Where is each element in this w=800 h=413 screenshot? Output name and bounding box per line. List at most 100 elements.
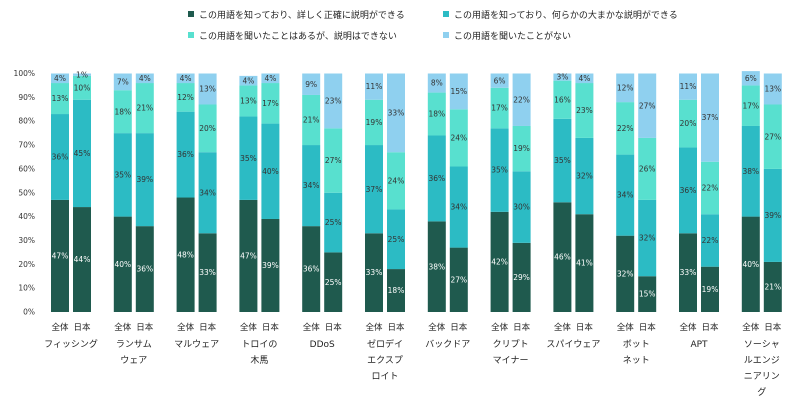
bar-segment (365, 145, 383, 234)
bar-segment (302, 226, 321, 312)
data-label: 33% (366, 268, 383, 277)
category-label: ネット (623, 355, 650, 366)
data-label: 7% (117, 77, 129, 86)
data-label: 16% (554, 95, 571, 104)
bar-segment (135, 73, 154, 84)
bar-segment (616, 154, 635, 236)
bar-segment (198, 104, 217, 153)
legend-label: この用語を知っており、何らかの大まかな説明ができる (454, 9, 678, 21)
bar-segment (701, 161, 719, 215)
bar-segment (701, 214, 719, 267)
data-label: 8% (431, 79, 443, 88)
data-label: 13% (199, 85, 216, 94)
bar-sub-label: 日本 (387, 322, 405, 333)
bar-segment (679, 233, 697, 312)
data-label: 6% (745, 74, 757, 83)
category-label: フィッシング (44, 338, 98, 350)
bar-segment (741, 71, 760, 86)
bar-segment (490, 73, 509, 88)
bar-sub-label: 全体 (303, 322, 321, 333)
bar-sub-label: 全体 (742, 322, 760, 333)
bar-segment (427, 92, 446, 136)
data-label: 22% (702, 236, 719, 245)
data-label: 19% (513, 144, 530, 153)
legend-swatch (188, 32, 194, 38)
data-label: 24% (388, 176, 405, 185)
data-label: 27% (450, 275, 467, 284)
data-label: 32% (639, 234, 656, 243)
bar-sub-label: 全体 (365, 322, 383, 333)
data-label: 35% (240, 154, 257, 163)
bar-segment (198, 73, 217, 105)
bar-sub-label: 日本 (639, 322, 657, 333)
data-label: 15% (639, 290, 656, 299)
data-label: 27% (639, 101, 656, 110)
bar-segment (302, 73, 321, 95)
y-tick-label: 70% (18, 141, 35, 150)
bar-segment (575, 214, 594, 312)
data-label: 24% (450, 133, 467, 142)
data-label: 44% (74, 255, 91, 264)
data-label: 18% (114, 107, 131, 116)
data-label: 39% (136, 175, 153, 184)
bar-sub-label: 日本 (262, 322, 280, 333)
bar-segment (73, 207, 91, 312)
bar-segment (51, 199, 69, 312)
bar-segment (763, 261, 782, 312)
bar-segment (365, 233, 383, 312)
bar-segment (679, 99, 697, 148)
bar-segment (449, 109, 468, 167)
bar-segment (490, 128, 509, 212)
bar-segment (176, 83, 195, 112)
data-label: 32% (617, 269, 634, 278)
category-label: エクスプ (367, 355, 403, 366)
data-label: 34% (199, 188, 216, 197)
data-label: 9% (305, 80, 317, 89)
bar-segment (679, 73, 697, 100)
bar-segment (387, 152, 405, 210)
data-label: 29% (513, 273, 530, 282)
data-label: 12% (177, 93, 194, 102)
data-label: 48% (177, 250, 194, 259)
bar-segment (324, 128, 343, 193)
y-tick-label: 0% (23, 308, 35, 317)
data-label: 36% (680, 186, 697, 195)
bar-segment (387, 269, 405, 312)
data-label: 13% (52, 94, 69, 103)
bar-segment (701, 266, 719, 312)
bar-segment (324, 252, 343, 312)
legend-swatch (443, 32, 449, 38)
bar-segment (512, 125, 531, 172)
bar-segment (198, 152, 217, 234)
bar-segment (176, 197, 195, 312)
category-label: DDoS (310, 340, 335, 350)
data-label: 27% (325, 156, 342, 165)
bar-segment (261, 73, 280, 84)
bar-segment (638, 137, 657, 200)
data-label: 22% (702, 184, 719, 193)
bar-segment (261, 83, 280, 124)
bar-segment (239, 75, 258, 86)
category-label: ボット (623, 339, 650, 350)
data-label: 36% (177, 150, 194, 159)
data-label: 18% (428, 110, 445, 119)
bar-segment (449, 247, 468, 312)
bar-segment (302, 145, 321, 227)
bar-segment (638, 276, 657, 312)
bar-segment (135, 133, 154, 227)
bar-segment (427, 73, 446, 93)
bar-segment (239, 116, 258, 200)
data-label: 4% (139, 74, 151, 83)
y-tick-label: 80% (18, 117, 35, 126)
bar-segment (365, 99, 383, 146)
data-label: 4% (264, 74, 276, 83)
bar-segment (616, 235, 635, 312)
data-label: 38% (742, 167, 759, 176)
data-label: 21% (303, 116, 320, 125)
category-label: トロイの (241, 340, 277, 350)
data-label: 25% (388, 235, 405, 244)
y-tick-label: 40% (18, 212, 35, 221)
data-label: 42% (491, 258, 508, 267)
bar-segment (616, 102, 635, 155)
